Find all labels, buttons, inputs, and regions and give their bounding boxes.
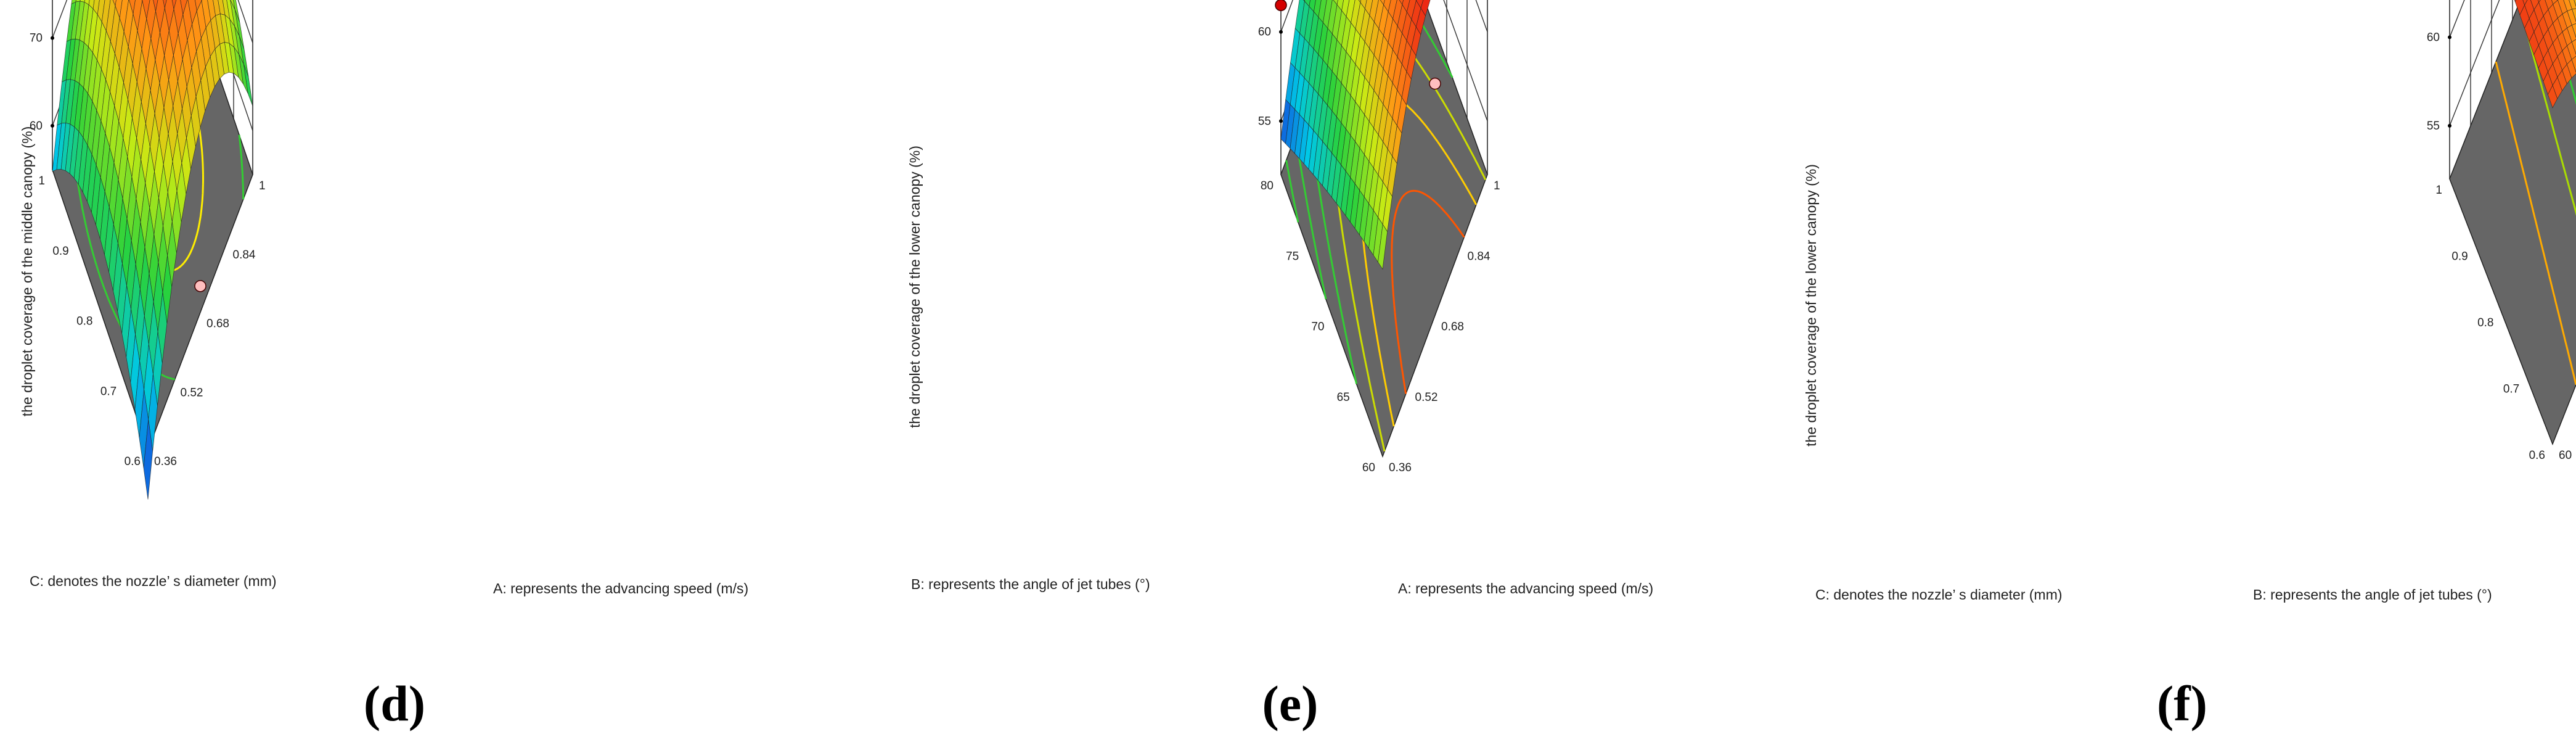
- x-tick-label: 0.52: [1415, 391, 1438, 404]
- y-axis-title: C: denotes the nozzle’ s diameter (mm): [30, 573, 277, 589]
- contour-line: [2495, 61, 2576, 385]
- panel-label: (e): [1262, 675, 1318, 732]
- y-tick-label: 1: [38, 175, 45, 188]
- y-tick-label: 70: [1311, 321, 1324, 334]
- surface-cell: [153, 0, 158, 12]
- z-tick-mark: [1279, 30, 1283, 34]
- panel-e: 5560657075 0.360.520.680.841 6065707580 …: [907, 0, 1653, 732]
- design-point-marker: [194, 280, 206, 292]
- x-tick-label: 0.36: [154, 455, 177, 468]
- z-tick-label: 60: [1258, 26, 1271, 39]
- y-tick-label: 0.9: [2451, 250, 2468, 263]
- z-tick-mark: [2448, 123, 2451, 128]
- z-tick-mark: [2448, 35, 2451, 39]
- y-tick-label: 80: [1261, 179, 1274, 192]
- x-tick-label: 0.84: [1468, 250, 1490, 263]
- z-axis-title: the droplet coverage of the lower canopy…: [1803, 164, 1819, 447]
- surface-mesh: [2514, 0, 2576, 109]
- y-tick-label: 75: [1286, 250, 1299, 263]
- x-tick-labels: 0.36 0.52 0.68 0.84 1: [154, 179, 266, 468]
- y-axis-title: C: denotes the nozzle’ s diameter (mm): [1815, 587, 2063, 603]
- z-tick-label: 55: [2427, 120, 2440, 133]
- x-tick-label: 60: [2559, 449, 2572, 462]
- y-tick-labels: 60 65 70 75 80: [1261, 179, 1375, 474]
- panel-label: (d): [364, 675, 425, 732]
- y-tick-label: 0.8: [2477, 316, 2493, 329]
- contour-line: [1391, 189, 1465, 394]
- x-tick-label: 0.84: [233, 249, 256, 262]
- surface-cell: [2548, 85, 2558, 109]
- z-tick-label: 60: [2427, 31, 2440, 44]
- y-tick-label: 0.8: [76, 315, 92, 328]
- x-tick-labels: 0.36 0.52 0.68 0.84 1: [1389, 179, 1500, 474]
- x-tick-label: 0.52: [181, 386, 203, 399]
- z-tick-labels: 60708090100: [30, 32, 54, 133]
- x-axis-title: A: represents the advancing speed (m/s): [1398, 580, 1653, 596]
- design-point-marker: [1275, 0, 1287, 12]
- surface-cell: [163, 0, 167, 9]
- x-tick-label: 1: [1494, 179, 1500, 192]
- wall-gridline: [2449, 0, 2500, 126]
- y-tick-label: 0.6: [2529, 449, 2545, 462]
- z-tick-label: 60: [30, 120, 43, 133]
- x-tick-label: 0.36: [1389, 461, 1412, 474]
- y-tick-labels: 0.6 0.7 0.8 0.9 1: [38, 175, 141, 468]
- design-points: [1275, 0, 1441, 90]
- surface-mesh: [1280, 0, 1431, 270]
- surface-cell: [171, 0, 177, 9]
- z-tick-mark: [1279, 119, 1283, 123]
- y-tick-label: 1: [2435, 184, 2442, 197]
- surface-cell: [143, 419, 153, 500]
- x-axis-title: B: represents the angle of jet tubes (°): [2253, 587, 2492, 603]
- y-tick-label: 0.9: [52, 245, 68, 258]
- z-axis-title: the droplet coverage of the middle canop…: [19, 126, 35, 417]
- y-tick-label: 0.7: [100, 385, 117, 398]
- floor-plane: [2449, 0, 2576, 446]
- panel-d: 60708090100 0.360.520.680.841 0.60.70.80…: [19, 0, 748, 732]
- z-tick-mark: [51, 36, 54, 40]
- x-tick-label: 0.68: [1441, 321, 1464, 334]
- x-tick-label: 1: [259, 179, 266, 192]
- z-tick-label: 70: [30, 32, 43, 45]
- y-tick-label: 0.7: [2503, 383, 2519, 396]
- surface-cell: [2522, 0, 2528, 6]
- y-tick-label: 65: [1337, 391, 1350, 404]
- y-tick-label: 0.6: [125, 455, 141, 468]
- z-axis-title: the droplet coverage of the lower canopy…: [907, 146, 923, 428]
- contour-line: [1285, 160, 1299, 223]
- surface-mesh: [52, 0, 253, 500]
- z-tick-labels: 5560657075: [1258, 26, 1283, 128]
- y-tick-label: 60: [1362, 461, 1375, 474]
- y-axis-title: B: represents the angle of jet tubes (°): [911, 576, 1150, 592]
- surface-cell: [1378, 223, 1388, 270]
- panel-label: (f): [2157, 675, 2207, 732]
- z-tick-label: 55: [1258, 115, 1271, 128]
- x-axis-title: A: represents the advancing speed (m/s): [493, 580, 748, 596]
- z-tick-labels: 5560657075: [2427, 31, 2451, 133]
- design-points: [194, 280, 206, 292]
- z-tick-mark: [51, 123, 54, 128]
- y-tick-labels: 0.6 0.7 0.8 0.9 1: [2435, 184, 2545, 462]
- design-point-marker: [1429, 77, 1441, 90]
- x-tick-label: 0.68: [206, 318, 229, 331]
- floor: [2449, 0, 2576, 446]
